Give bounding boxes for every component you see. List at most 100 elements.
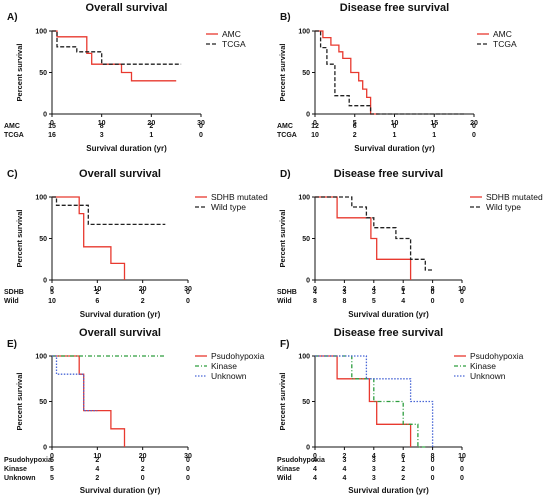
series-line-2	[315, 355, 426, 448]
risk-value: 6	[353, 123, 357, 130]
chart-title: Overall survival	[79, 168, 161, 180]
legend-label: AMC	[222, 29, 241, 39]
risk-value: 3	[372, 475, 376, 482]
risk-row-label: TCGA	[277, 132, 297, 139]
series-line-1	[315, 196, 412, 280]
chart-title: Disease free survival	[334, 168, 443, 180]
risk-value: 12	[311, 123, 319, 130]
x-tick-label: 0	[313, 120, 317, 127]
risk-value: 10	[311, 132, 319, 139]
panel-label: E)	[7, 339, 17, 350]
legend-label: TCGA	[222, 39, 246, 49]
x-tick-label: 10	[391, 120, 399, 127]
risk-row-label: AMC	[277, 123, 293, 130]
risk-value: 0	[431, 289, 435, 296]
risk-value: 4	[95, 466, 99, 473]
risk-value: 4	[313, 457, 317, 464]
series-line-1	[315, 355, 412, 447]
series-line-3	[52, 355, 98, 412]
legend-label: Wild type	[211, 202, 246, 212]
panel-label: D)	[280, 169, 291, 180]
y-tick-label: 0	[43, 445, 47, 452]
risk-value: 1	[401, 289, 405, 296]
risk-value: 4	[342, 466, 346, 473]
risk-value: 0	[460, 475, 464, 482]
x-axis-label: Survival duration (yr)	[348, 486, 429, 495]
x-tick-label: 2	[342, 453, 346, 460]
risk-value: 3	[372, 289, 376, 296]
legend-label: SDHB mutated	[486, 192, 543, 202]
series-line-2	[52, 196, 166, 226]
y-tick-label: 0	[306, 445, 310, 452]
risk-value: 0	[186, 457, 190, 464]
x-axis-label: Survival duration (yr)	[348, 310, 429, 319]
risk-value: 0	[472, 123, 476, 130]
y-axis-label: Percent survival	[278, 210, 287, 268]
legend-label: TCGA	[493, 39, 517, 49]
legend-label: Unknown	[470, 371, 506, 381]
risk-value: 0	[460, 466, 464, 473]
risk-value: 0	[141, 475, 145, 482]
risk-value: 0	[460, 457, 464, 464]
risk-value: 4	[342, 475, 346, 482]
x-tick-label: 30	[184, 453, 192, 460]
risk-value: 2	[95, 457, 99, 464]
y-tick-label: 0	[306, 278, 310, 285]
x-tick-label: 0	[50, 453, 54, 460]
series-line-1	[315, 30, 379, 115]
x-tick-label: 15	[430, 120, 438, 127]
y-tick-label: 50	[302, 70, 310, 77]
legend-label: SDHB mutated	[211, 192, 268, 202]
risk-row-label: SDHB	[277, 289, 297, 296]
y-tick-label: 50	[39, 70, 47, 77]
risk-value: 4	[313, 475, 317, 482]
y-tick-label: 50	[39, 236, 47, 243]
legend-label: Psudohypoxia	[470, 351, 524, 361]
risk-value: 8	[313, 298, 317, 305]
legend-label: Kinase	[211, 361, 237, 371]
risk-value: 0	[141, 457, 145, 464]
y-axis-label: Percent survival	[15, 373, 24, 431]
risk-value: 0	[141, 289, 145, 296]
risk-value: 2	[149, 123, 153, 130]
panel-label: F)	[280, 339, 289, 350]
x-tick-label: 0	[50, 286, 54, 293]
risk-row-label: Kinase	[277, 466, 300, 473]
legend-label: Kinase	[470, 361, 496, 371]
series-line-2	[52, 30, 182, 65]
x-axis-label: Survival duration (yr)	[354, 144, 435, 153]
risk-value: 1	[393, 132, 397, 139]
risk-value: 3	[372, 466, 376, 473]
risk-value: 0	[460, 298, 464, 305]
x-tick-label: 0	[313, 286, 317, 293]
x-tick-label: 30	[197, 120, 205, 127]
risk-value: 6	[95, 298, 99, 305]
x-tick-label: 10	[98, 120, 106, 127]
series-line-2	[315, 196, 433, 271]
y-tick-label: 50	[302, 399, 310, 406]
x-tick-label: 20	[147, 120, 155, 127]
risk-value: 2	[141, 298, 145, 305]
risk-value: 3	[372, 457, 376, 464]
x-tick-label: 10	[93, 286, 101, 293]
risk-value: 0	[186, 298, 190, 305]
risk-value: 1	[149, 132, 153, 139]
risk-value: 0	[432, 123, 436, 130]
x-tick-label: 10	[458, 286, 466, 293]
y-tick-label: 100	[35, 195, 47, 202]
risk-value: 2	[95, 289, 99, 296]
risk-value: 0	[431, 475, 435, 482]
risk-value: 0	[431, 298, 435, 305]
risk-value: 4	[401, 298, 405, 305]
risk-row-label: AMC	[4, 123, 20, 130]
x-tick-label: 10	[93, 453, 101, 460]
y-tick-label: 0	[43, 278, 47, 285]
risk-value: 3	[342, 289, 346, 296]
x-tick-label: 0	[313, 453, 317, 460]
y-tick-label: 50	[39, 399, 47, 406]
risk-value: 0	[393, 123, 397, 130]
risk-row-label: Wild	[277, 298, 292, 305]
panel-label: C)	[7, 169, 18, 180]
